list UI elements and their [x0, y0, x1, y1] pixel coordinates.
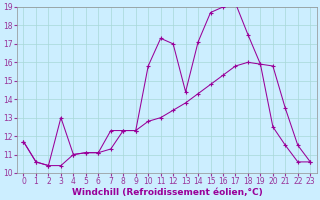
- X-axis label: Windchill (Refroidissement éolien,°C): Windchill (Refroidissement éolien,°C): [72, 188, 262, 197]
